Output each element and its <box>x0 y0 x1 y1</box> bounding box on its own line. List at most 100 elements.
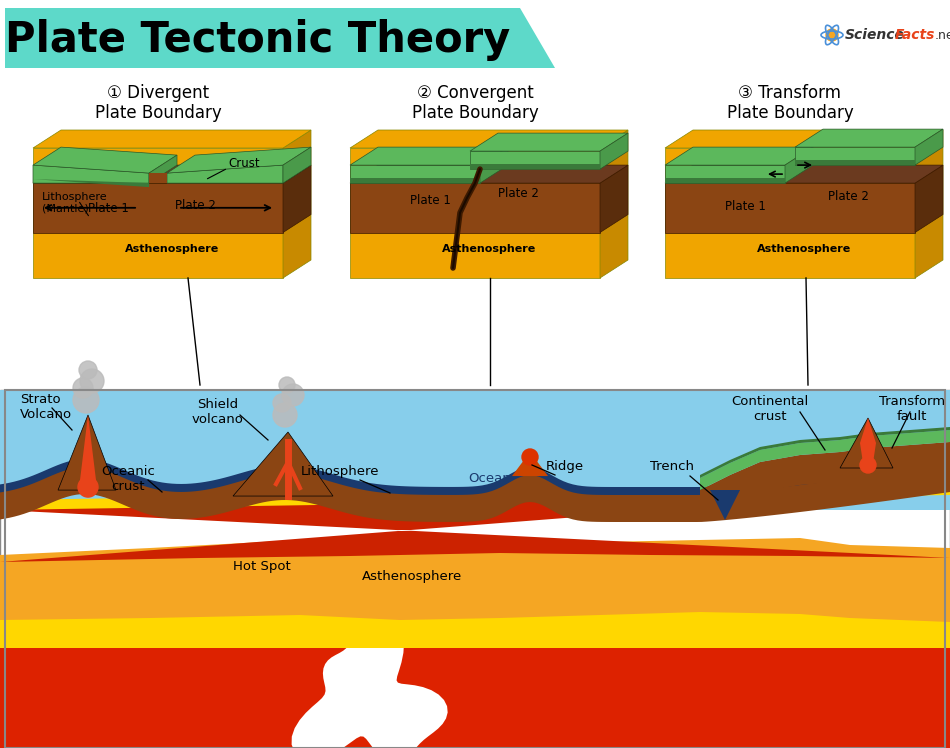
Text: Facts: Facts <box>895 28 936 42</box>
Polygon shape <box>5 8 555 68</box>
Text: Plate 2: Plate 2 <box>498 186 539 200</box>
Text: Science: Science <box>845 28 904 42</box>
Text: Plate 1: Plate 1 <box>409 194 450 206</box>
Polygon shape <box>700 442 950 520</box>
Circle shape <box>860 457 876 473</box>
Circle shape <box>273 394 291 412</box>
Polygon shape <box>350 148 600 278</box>
Polygon shape <box>350 165 480 183</box>
Polygon shape <box>665 147 813 165</box>
Polygon shape <box>167 165 283 183</box>
Circle shape <box>78 477 98 497</box>
Polygon shape <box>149 155 177 183</box>
Text: ③ Transform
Plate Boundary: ③ Transform Plate Boundary <box>727 84 853 123</box>
Text: Plate 1: Plate 1 <box>725 200 766 212</box>
Polygon shape <box>710 490 740 520</box>
Polygon shape <box>33 147 177 173</box>
Polygon shape <box>665 165 943 183</box>
Circle shape <box>279 377 295 393</box>
Circle shape <box>522 449 538 465</box>
Text: Ocean: Ocean <box>468 471 511 485</box>
Polygon shape <box>470 151 600 169</box>
Polygon shape <box>283 147 311 183</box>
Circle shape <box>79 361 97 379</box>
Polygon shape <box>58 415 116 490</box>
Circle shape <box>282 384 304 406</box>
Polygon shape <box>350 165 628 183</box>
Polygon shape <box>915 130 943 278</box>
Polygon shape <box>33 165 149 183</box>
Text: Shield
volcano: Shield volcano <box>192 398 244 426</box>
Polygon shape <box>167 147 311 173</box>
Text: Plate 1: Plate 1 <box>87 201 128 215</box>
Polygon shape <box>665 165 785 183</box>
Polygon shape <box>785 147 813 183</box>
Polygon shape <box>33 179 149 187</box>
Polygon shape <box>512 452 548 476</box>
Polygon shape <box>350 183 600 233</box>
Polygon shape <box>33 165 311 183</box>
Polygon shape <box>860 418 876 463</box>
Circle shape <box>826 29 838 41</box>
Polygon shape <box>283 130 311 278</box>
Polygon shape <box>149 173 167 183</box>
Polygon shape <box>700 430 950 490</box>
Polygon shape <box>0 488 950 562</box>
Polygon shape <box>600 165 628 233</box>
Polygon shape <box>0 390 950 748</box>
Circle shape <box>273 403 297 427</box>
Polygon shape <box>470 164 600 169</box>
Polygon shape <box>33 148 283 278</box>
Polygon shape <box>480 147 508 183</box>
Polygon shape <box>915 129 943 165</box>
Circle shape <box>73 378 93 398</box>
Text: ② Convergent
Plate Boundary: ② Convergent Plate Boundary <box>411 84 539 123</box>
Polygon shape <box>665 183 915 233</box>
Text: Trench: Trench <box>650 460 694 473</box>
Polygon shape <box>0 620 950 748</box>
Text: Oceanic
crust: Oceanic crust <box>101 465 155 493</box>
Circle shape <box>73 387 99 413</box>
Polygon shape <box>80 415 96 490</box>
Polygon shape <box>0 486 950 510</box>
Text: Lithosphere
(Mantle): Lithosphere (Mantle) <box>42 192 107 214</box>
Polygon shape <box>0 457 950 495</box>
Text: ① Divergent
Plate Boundary: ① Divergent Plate Boundary <box>95 84 221 123</box>
Polygon shape <box>0 590 950 648</box>
Polygon shape <box>470 133 628 151</box>
Polygon shape <box>0 390 950 510</box>
Polygon shape <box>350 147 508 165</box>
Polygon shape <box>233 432 333 496</box>
Text: Ridge: Ridge <box>546 460 584 473</box>
Text: Hot Spot: Hot Spot <box>233 560 291 573</box>
Text: Plate 2: Plate 2 <box>175 198 216 212</box>
Circle shape <box>80 369 104 393</box>
Polygon shape <box>0 538 950 622</box>
Polygon shape <box>665 130 943 148</box>
Text: Transform
fault: Transform fault <box>879 395 945 423</box>
Text: Continental
crust: Continental crust <box>732 395 808 423</box>
Polygon shape <box>33 183 283 233</box>
Polygon shape <box>795 160 915 165</box>
Polygon shape <box>600 130 628 278</box>
Text: Asthenosphere: Asthenosphere <box>124 245 219 254</box>
Text: Asthenosphere: Asthenosphere <box>362 570 462 583</box>
Polygon shape <box>795 129 943 147</box>
Polygon shape <box>700 427 950 478</box>
Polygon shape <box>665 148 915 278</box>
Text: Plate Tectonic Theory: Plate Tectonic Theory <box>6 19 511 61</box>
Text: Strato
Volcano: Strato Volcano <box>20 393 72 421</box>
Polygon shape <box>292 615 447 748</box>
Polygon shape <box>840 418 893 468</box>
Text: Plate 2: Plate 2 <box>827 189 868 203</box>
Text: Lithosphere: Lithosphere <box>301 465 379 478</box>
Polygon shape <box>350 178 480 183</box>
Polygon shape <box>33 130 311 148</box>
Polygon shape <box>0 460 950 522</box>
Polygon shape <box>600 133 628 169</box>
Polygon shape <box>283 165 311 233</box>
Polygon shape <box>350 130 628 148</box>
Text: .net: .net <box>935 28 950 41</box>
Text: Crust: Crust <box>228 156 259 170</box>
Polygon shape <box>915 165 943 233</box>
